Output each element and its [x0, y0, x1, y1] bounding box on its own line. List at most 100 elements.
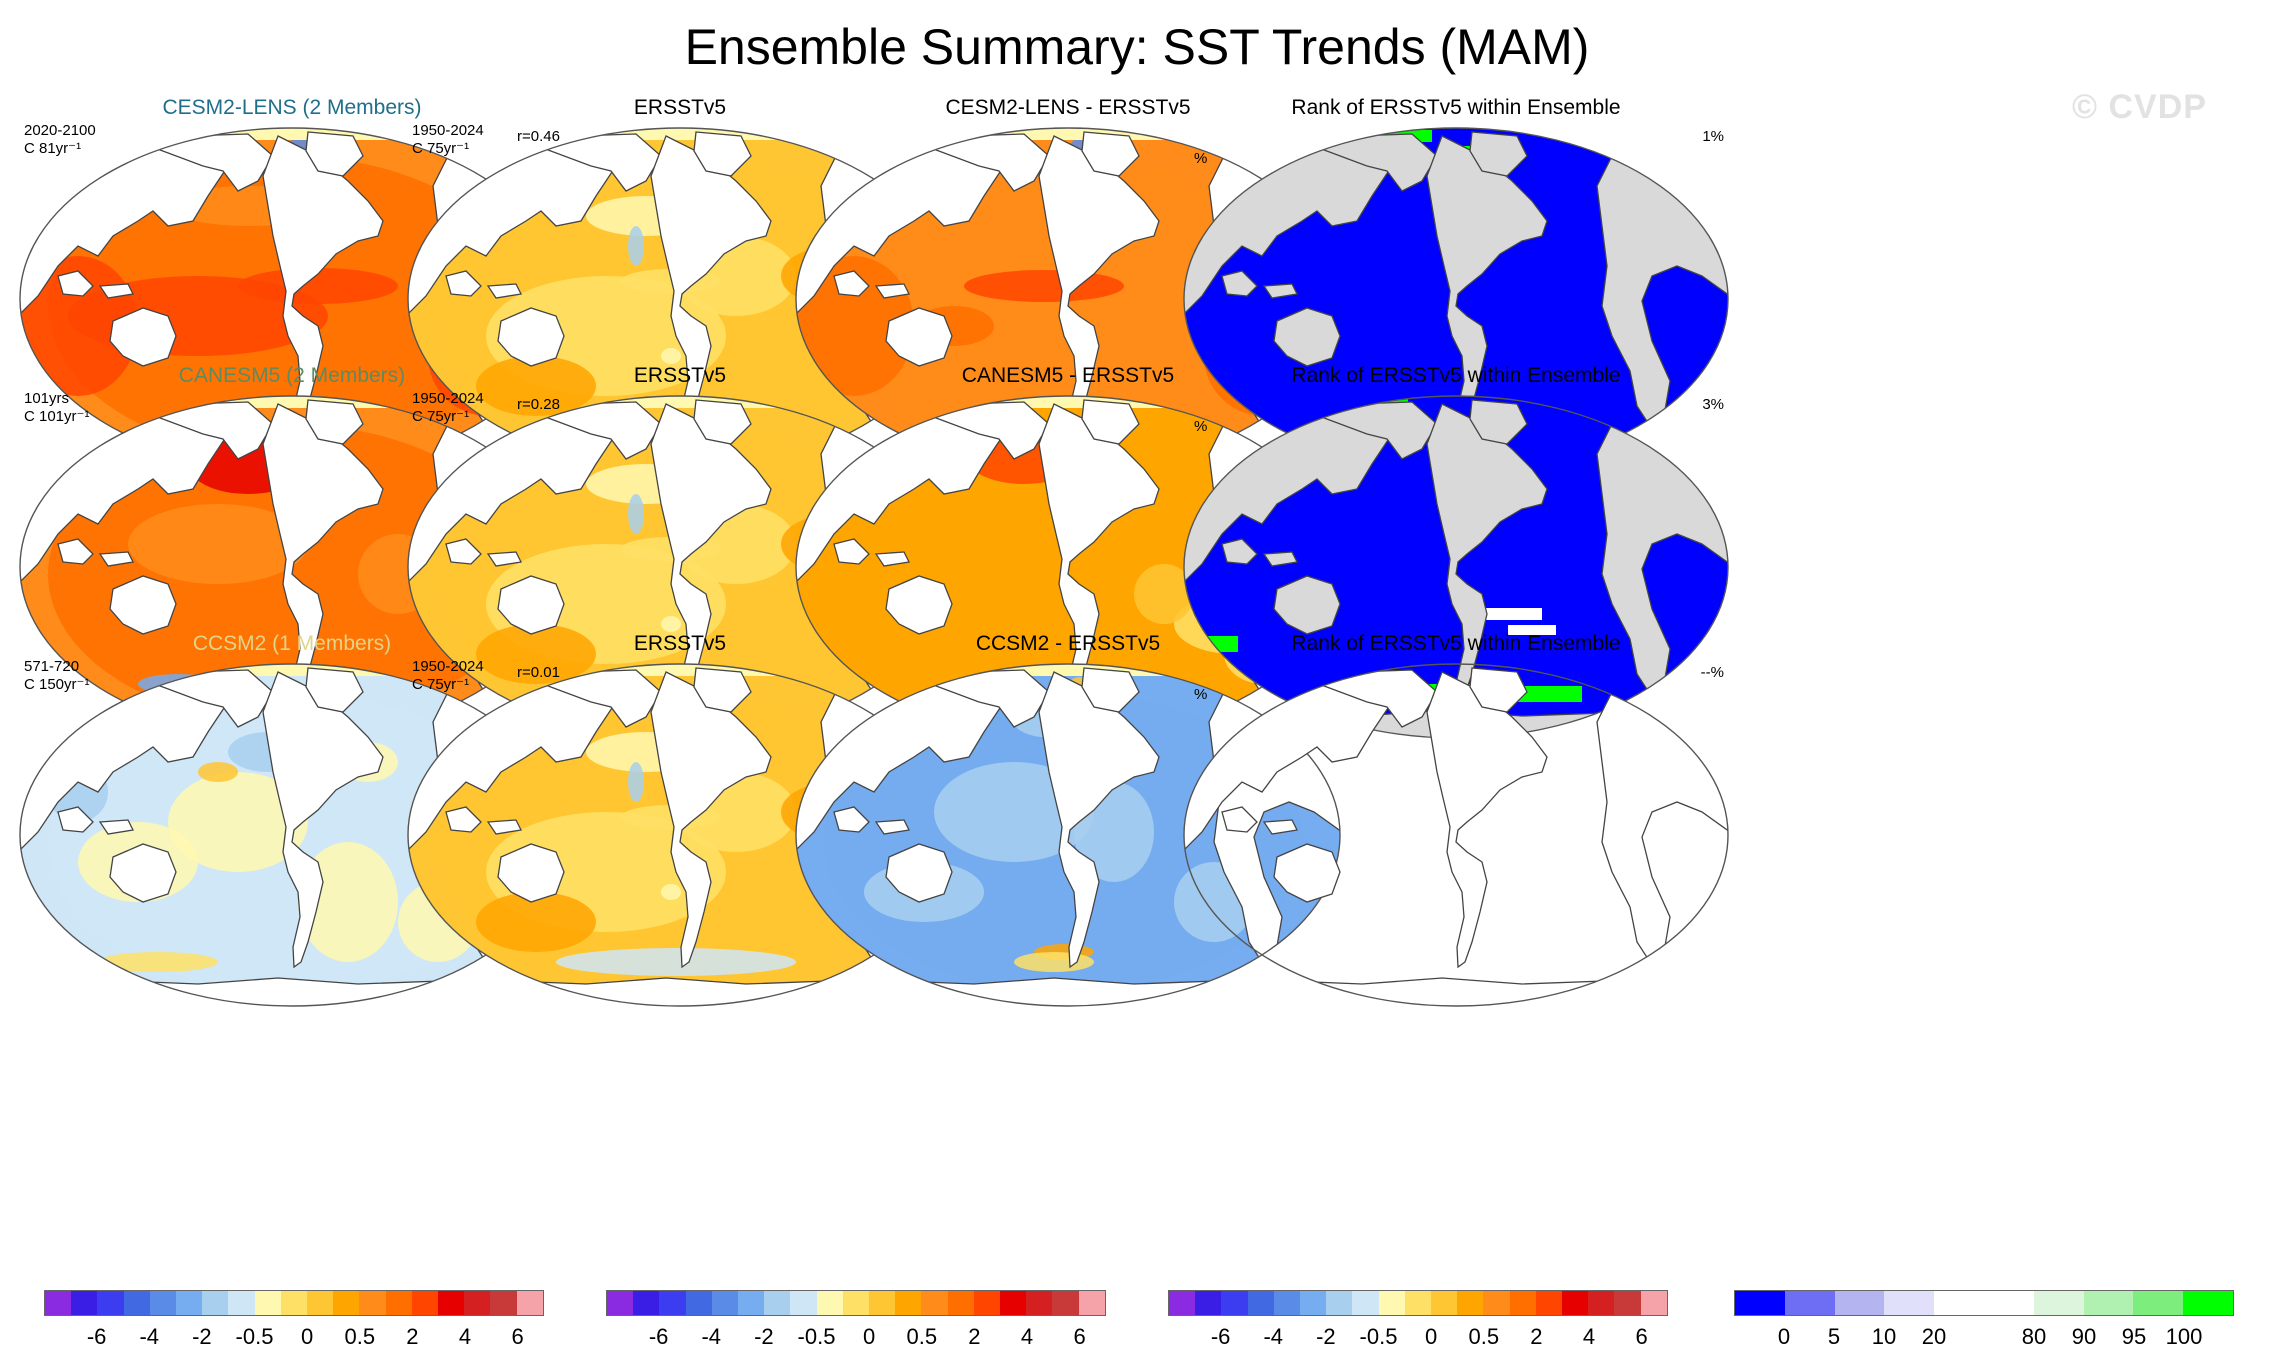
colorbar-tick-label: 0.5	[906, 1324, 938, 1349]
trend-region	[476, 892, 596, 952]
rank-percent-value: 1%	[1702, 128, 1724, 145]
land-indonesia	[1221, 270, 1298, 299]
land-indonesia	[833, 806, 910, 835]
land-indonesia	[57, 270, 134, 299]
trend-region	[408, 434, 466, 474]
land-america	[1426, 403, 1548, 701]
trend-region	[98, 952, 218, 972]
colorbar-tick-label: -4	[1263, 1324, 1284, 1349]
land-america	[1426, 671, 1548, 969]
trend-unit-label: C 101yr⁻¹	[24, 408, 90, 425]
pattern-correlation: r=0.28	[517, 396, 560, 413]
land-australia	[885, 307, 953, 367]
colorbar-swatch	[2183, 1291, 2233, 1315]
panel-diff-row1: CESM2-LENS - ERSSTv5	[788, 96, 1348, 484]
colorbar-tick-label: 6	[511, 1324, 524, 1349]
colorbar-swatch	[2033, 1291, 2084, 1315]
land-australia	[109, 307, 177, 367]
trend-region	[168, 772, 308, 872]
world-map	[795, 663, 1341, 1007]
colorbar-swatch	[1457, 1291, 1484, 1315]
trend-region	[661, 884, 681, 900]
colorbar-tick-label: 80	[2021, 1324, 2047, 1349]
colorbar-swatch	[1614, 1291, 1641, 1315]
panel-title: CESM2-LENS (2 Members)	[162, 96, 422, 119]
land-greenland	[1081, 667, 1140, 713]
colorbar-swatch	[254, 1291, 281, 1315]
colorbar-swatch	[71, 1291, 98, 1315]
colorbar-swatch	[1052, 1291, 1079, 1315]
colorbar-tick-label: 0.5	[344, 1324, 376, 1349]
colorbar-swatch	[869, 1291, 896, 1315]
land-greenland	[305, 667, 364, 713]
colorbar-swatch	[895, 1291, 922, 1315]
panel-period-info: 1950-2024 C 75yr⁻¹	[412, 658, 484, 694]
colorbar-tick-label: -2	[754, 1324, 774, 1349]
land-australia	[109, 575, 177, 635]
colorbar-rank: 0 5 10 20 80 90 95 100	[1734, 1290, 2234, 1372]
colorbar-tick-label: -6	[648, 1324, 669, 1349]
colorbar-swatch	[1834, 1291, 1885, 1315]
land-greenland	[1469, 399, 1528, 445]
colorbar-tick-label: 2	[1530, 1324, 1543, 1349]
land-australia	[885, 575, 953, 635]
trend-unit-label: C 75yr⁻¹	[412, 676, 470, 693]
trend-region	[128, 504, 308, 584]
colorbar-swatch	[1884, 1291, 1935, 1315]
colorbar-tick-label: 4	[1582, 1324, 1596, 1349]
land-indonesia	[1221, 538, 1298, 567]
colorbar-swatch	[1026, 1291, 1053, 1315]
panel-title: ERSSTv5	[633, 632, 727, 655]
colorbar-swatch	[1934, 1291, 1984, 1315]
rank-high-region	[1262, 132, 1302, 144]
colorbar-swatch	[490, 1291, 517, 1315]
land-greenland	[1081, 131, 1140, 177]
colorbar-swatch	[385, 1291, 412, 1315]
land-australia	[497, 843, 565, 903]
colorbar-swatch	[280, 1291, 308, 1315]
colorbar-swatch	[1404, 1291, 1432, 1315]
land-america	[1038, 671, 1160, 969]
colorbar-swatch	[1588, 1291, 1615, 1315]
land-greenland	[693, 667, 752, 713]
colorbar-swatch	[659, 1291, 686, 1315]
colorbar-tick-label: -6	[1210, 1324, 1231, 1349]
land-australia	[1273, 575, 1341, 635]
colorbar-swatch	[2083, 1291, 2134, 1315]
colorbar-tick-label: 90	[2071, 1324, 2097, 1349]
trend-region	[238, 268, 398, 304]
colorbar-swatch	[45, 1291, 72, 1315]
colorbar-swatch	[1300, 1291, 1327, 1315]
panel-period-info: 1950-2024 C 75yr⁻¹	[412, 122, 484, 158]
rank-percent-value: 3%	[1702, 396, 1724, 413]
colorbar-tick-label: 4	[1020, 1324, 1034, 1349]
colorbar-tick-label: 95	[2121, 1324, 2147, 1349]
land-antarctica	[1184, 977, 1728, 1006]
pattern-correlation: r=0.46	[517, 128, 560, 145]
colorbar-swatch	[1326, 1291, 1353, 1315]
colorbar-trend-model: -6 -4 -2 -0.5 0 0.5 2 4 6	[44, 1290, 544, 1372]
colorbar-swatch	[1784, 1291, 1835, 1315]
rank-high-region	[1542, 686, 1582, 702]
colorbar-swatch	[1378, 1291, 1405, 1315]
rank-percent-value: --%	[1700, 664, 1724, 681]
land-indonesia	[1221, 806, 1298, 835]
period-label: 1950-2024	[412, 122, 484, 139]
colorbar-swatch	[607, 1291, 634, 1315]
panel-title: ERSSTv5	[633, 96, 727, 119]
land-indonesia	[445, 806, 522, 835]
land-america	[1038, 135, 1160, 433]
land-greenland	[693, 131, 752, 177]
colorbar-swatch	[464, 1291, 491, 1315]
land-australia	[497, 307, 565, 367]
trend-region	[661, 616, 681, 632]
colorbar-tick-label: -4	[701, 1324, 722, 1349]
colorbar-tick-label: 0	[1425, 1324, 1438, 1349]
colorbar-swatch	[333, 1291, 360, 1315]
colorbar-swatch	[228, 1291, 255, 1315]
colorbar-swatch	[307, 1291, 334, 1315]
land-greenland	[1081, 399, 1140, 445]
colorbar-swatch	[1221, 1291, 1248, 1315]
land-greenland	[1469, 667, 1528, 713]
